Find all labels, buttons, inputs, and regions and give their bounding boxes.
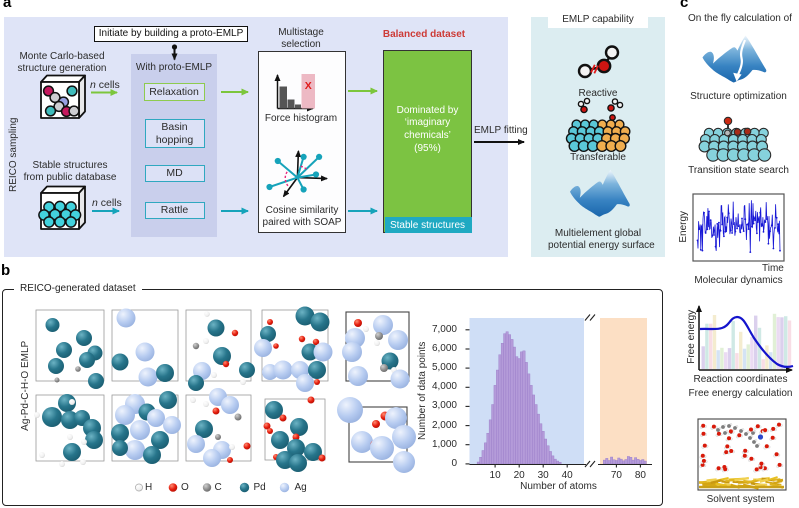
svg-text:X: X (305, 80, 312, 92)
